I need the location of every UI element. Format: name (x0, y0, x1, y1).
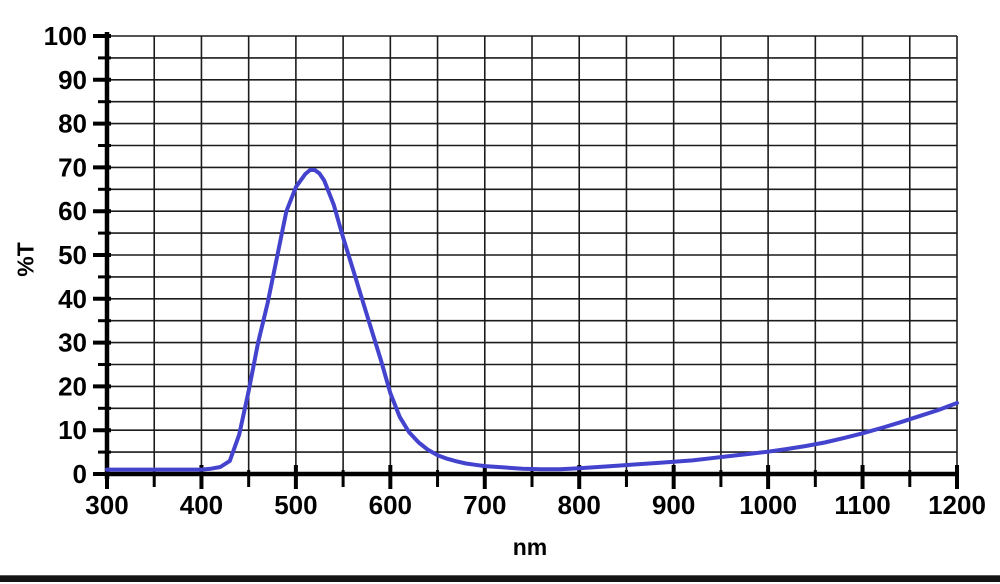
x-tick-label: 700 (463, 490, 506, 520)
x-tick-label: 400 (180, 490, 223, 520)
x-axis-label: nm (512, 534, 548, 560)
y-tick-label: 90 (58, 65, 87, 95)
x-tick-label: 600 (369, 490, 412, 520)
x-tick-label: 300 (85, 490, 128, 520)
x-tick-label: 1000 (739, 490, 797, 520)
y-tick-label: 20 (58, 371, 87, 401)
y-tick-label: 50 (58, 240, 87, 270)
x-tick-label: 900 (652, 490, 695, 520)
y-tick-label: 70 (58, 152, 87, 182)
transmittance-curve (105, 168, 959, 472)
x-tick-label: 800 (558, 490, 601, 520)
bottom-divider (0, 575, 1000, 582)
y-tick-label: 30 (58, 328, 87, 358)
x-tick-label: 500 (274, 490, 317, 520)
y-tick-label: 0 (73, 459, 87, 489)
x-tick-label: 1100 (834, 490, 890, 520)
y-axis-label: %T (12, 242, 39, 277)
x-tick-label: 1200 (928, 490, 986, 520)
y-tick-label: 60 (58, 196, 87, 226)
y-tick-label: 100 (44, 21, 87, 51)
y-tick-label: 80 (58, 109, 87, 139)
y-tick-label: 40 (58, 284, 87, 314)
y-tick-label: 10 (58, 415, 87, 445)
